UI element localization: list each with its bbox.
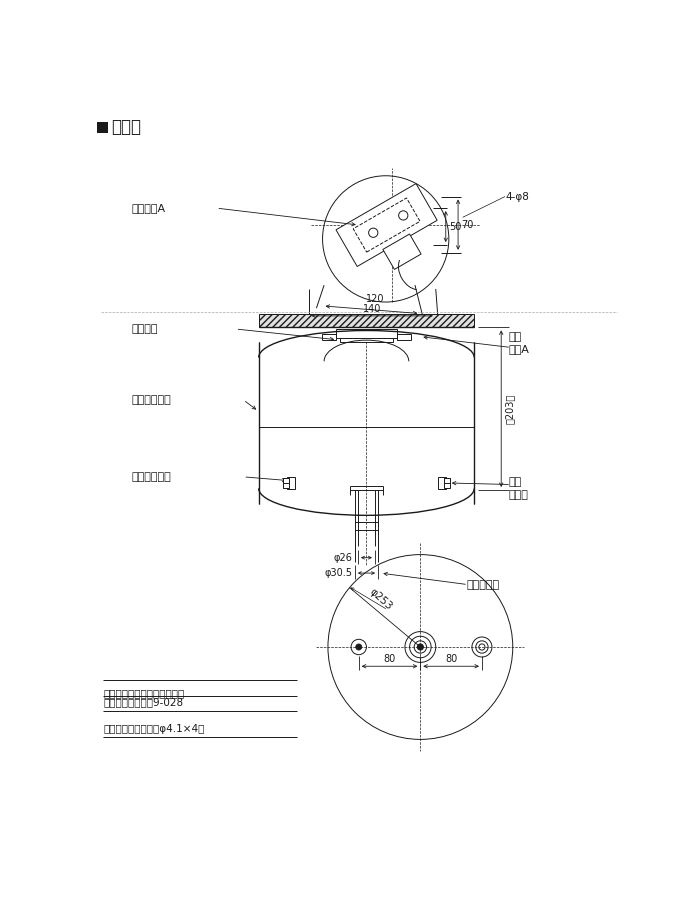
Circle shape [356,644,362,650]
Text: 構成図: 構成図 [111,118,141,136]
Text: 50: 50 [449,221,461,231]
Bar [398,334,411,340]
Text: 《203》: 《203》 [504,393,514,424]
Text: 4-φ8: 4-φ8 [505,192,529,202]
Text: 80: 80 [445,654,457,664]
Text: 70: 70 [461,220,473,230]
Bar [322,334,336,340]
Text: 表示銘板: 表示銘板 [132,324,158,334]
Polygon shape [336,184,438,266]
Text: 住宅用防災機器等推奮マーク: 住宅用防災機器等推奮マーク [103,688,184,698]
Text: φ30.5: φ30.5 [325,568,353,578]
Bar [336,329,398,338]
Text: 認定番号：住推　9-028: 認定番号：住推 9-028 [103,697,183,707]
Bar [287,477,295,490]
Text: 80: 80 [384,654,395,664]
Bar [283,479,288,488]
Circle shape [417,644,424,650]
Text: 取付金具A: 取付金具A [132,203,166,213]
Text: 取付
金具A: 取付 金具A [509,331,530,354]
Polygon shape [383,234,421,269]
Bar [97,122,108,132]
Text: 指示
圧力計: 指示 圧力計 [509,477,528,500]
Bar [258,313,475,328]
Bar [444,479,450,488]
Text: φ26: φ26 [334,553,353,562]
Text: 圧力充てん口: 圧力充てん口 [132,472,172,482]
Bar [283,479,288,483]
Text: 140: 140 [363,303,382,313]
Bar [340,338,393,342]
Text: 付属品　：　木ねじφ4.1×4本: 付属品 ： 木ねじφ4.1×4本 [103,724,204,734]
Bar [444,479,450,483]
Text: φ253: φ253 [367,587,393,612]
Bar [438,477,446,490]
Text: 120: 120 [366,294,384,304]
Text: 薬劑賯蔵容器: 薬劑賯蔵容器 [132,395,172,405]
Text: 感知ノズル: 感知ノズル [466,580,500,590]
